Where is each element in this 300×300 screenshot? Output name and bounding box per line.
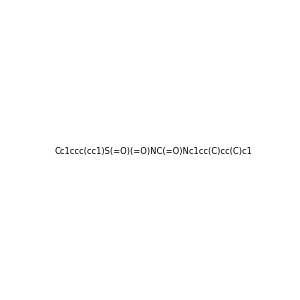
Text: Cc1ccc(cc1)S(=O)(=O)NC(=O)Nc1cc(C)cc(C)c1: Cc1ccc(cc1)S(=O)(=O)NC(=O)Nc1cc(C)cc(C)c… [55,147,253,156]
